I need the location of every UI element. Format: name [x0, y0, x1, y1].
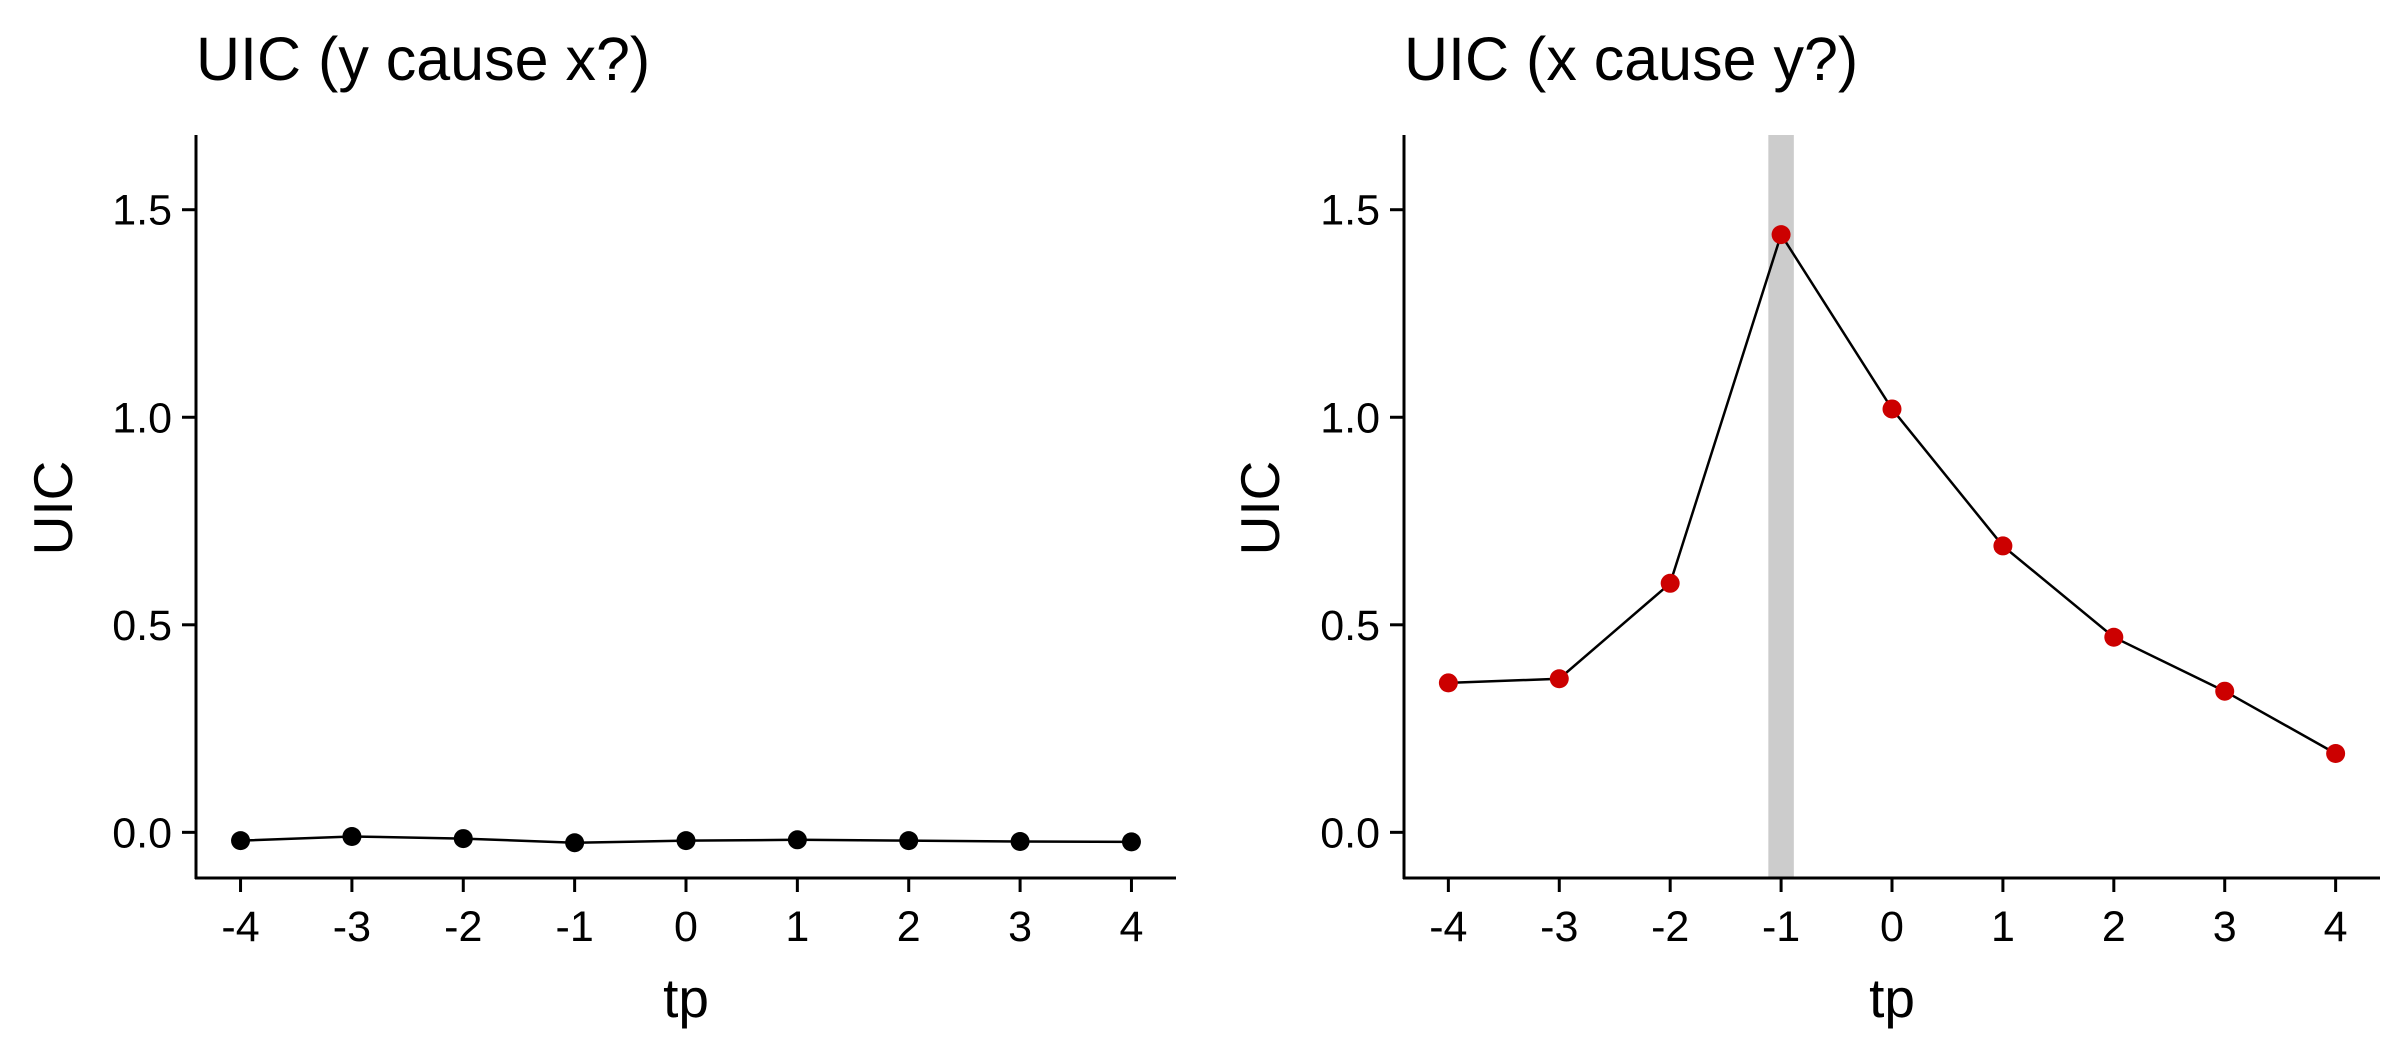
- data-point: [1549, 669, 1569, 689]
- y-tick-label: 0.0: [1320, 809, 1380, 857]
- data-point: [2326, 743, 2346, 763]
- x-tick-label: -3: [333, 903, 371, 951]
- data-point: [787, 830, 807, 850]
- x-tick-label: 1: [785, 903, 809, 951]
- plot-area-left: 0.0 0.5 1.0 1.5 -4 -3 -2 -1 0 1 2 3 4: [112, 135, 1176, 951]
- x-tick-label: -4: [221, 903, 259, 951]
- data-point: [231, 831, 251, 851]
- y-tick-label: 1.0: [112, 394, 172, 442]
- data-point: [2104, 627, 2124, 647]
- y-tick-label: 0.0: [112, 809, 172, 857]
- x-tick-label: -2: [1651, 903, 1689, 951]
- plot-area-right: 0.0 0.5 1.0 1.5 -4 -3 -2 -1 0 1 2 3 4: [1320, 135, 2380, 951]
- x-tick-label: -4: [1429, 903, 1467, 951]
- y-axis-title-left: UIC: [22, 461, 84, 556]
- y-tick-label: 0.5: [1320, 602, 1380, 650]
- data-point: [2215, 681, 2235, 701]
- data-point: [1993, 536, 2013, 556]
- data-point: [1010, 831, 1030, 851]
- chart-title-right: UIC (x cause y?): [1404, 25, 1858, 93]
- y-tick-label: 1.5: [112, 187, 172, 235]
- series-line: [1448, 231, 2337, 755]
- data-point: [1438, 673, 1458, 693]
- x-tick-label: 2: [897, 903, 921, 951]
- data-point: [1660, 573, 1680, 593]
- data-point: [1121, 832, 1141, 852]
- x-tick-label: -2: [444, 903, 482, 951]
- y-tick-label: 1.0: [1320, 394, 1380, 442]
- x-axis-title-left: tp: [663, 967, 709, 1029]
- x-tick-label: 1: [1991, 903, 2015, 951]
- x-tick-label: 2: [2102, 903, 2126, 951]
- chart-title-left: UIC (y cause x?): [196, 25, 650, 93]
- x-tick-label: 3: [1008, 903, 1032, 951]
- x-tick-label: 0: [674, 903, 698, 951]
- y-axis-title-right: UIC: [1229, 461, 1291, 556]
- x-tick-label: 4: [1119, 903, 1143, 951]
- data-point: [1882, 399, 1902, 419]
- x-tick-label: 3: [2213, 903, 2237, 951]
- data-point: [342, 826, 362, 846]
- data-point: [1771, 225, 1791, 245]
- x-tick-label: -3: [1540, 903, 1578, 951]
- y-tick-label: 0.5: [112, 602, 172, 650]
- data-point: [899, 831, 919, 851]
- data-point: [453, 829, 473, 849]
- data-point: [565, 833, 585, 853]
- panel-right: UIC (x cause y?) 0.0 0.5 1.0 1.5 -4 -3 -2 -1 0 1 2…: [1229, 25, 2380, 1029]
- panel-left: UIC (y cause x?) 0.0 0.5 1.0 1.5 -4 -3 -2 -1 0 1 2…: [22, 25, 1176, 1029]
- x-tick-label: 4: [2324, 903, 2348, 951]
- x-tick-label: -1: [556, 903, 594, 951]
- x-axis-title-right: tp: [1869, 967, 1915, 1029]
- data-point: [676, 831, 696, 851]
- x-tick-label: 0: [1880, 903, 1904, 951]
- x-tick-label: -1: [1762, 903, 1800, 951]
- y-tick-label: 1.5: [1320, 187, 1380, 235]
